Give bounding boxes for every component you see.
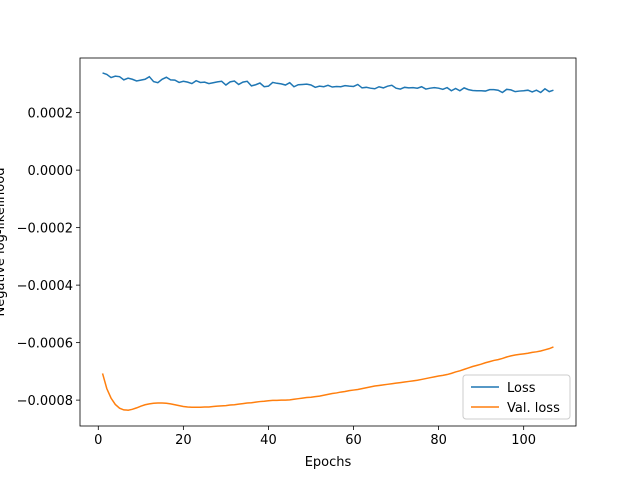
legend-label: Loss <box>507 381 536 396</box>
x-tick-label: 20 <box>175 433 192 448</box>
x-tick-label: 80 <box>430 433 447 448</box>
legend-label: Val. loss <box>507 401 560 416</box>
x-tick-label: 100 <box>511 433 536 448</box>
x-tick-label: 40 <box>260 433 277 448</box>
y-tick-label: −0.0004 <box>17 279 73 294</box>
y-tick-label: −0.0008 <box>17 394 73 409</box>
legend-box <box>462 374 571 420</box>
y-tick-label: −0.0002 <box>17 222 73 237</box>
x-tick-label: 0 <box>94 433 102 448</box>
y-tick-label: −0.0006 <box>17 337 73 352</box>
x-axis-label: Epochs <box>305 455 352 470</box>
y-axis-label: Negative log-likelihood <box>0 168 8 317</box>
x-tick-label: 60 <box>345 433 362 448</box>
plot-frame <box>79 57 577 427</box>
y-tick-label: 0.0000 <box>28 164 74 179</box>
y-tick-label: 0.0002 <box>28 107 74 122</box>
legend: Loss Val. loss <box>462 374 571 420</box>
data-line <box>101 346 554 411</box>
data-line <box>102 72 554 94</box>
